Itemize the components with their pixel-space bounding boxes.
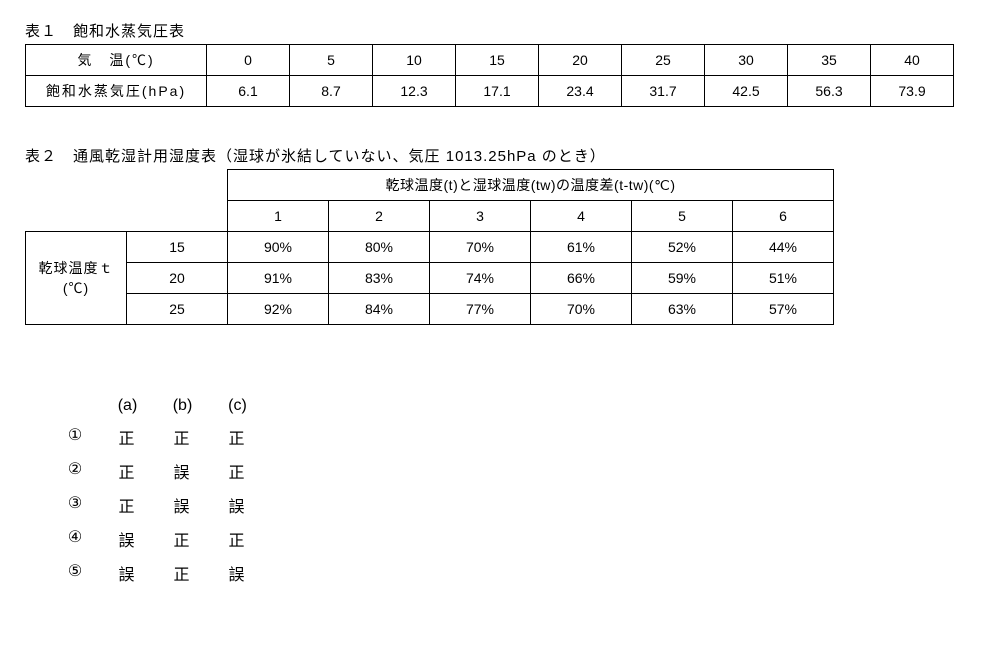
table1-pressure-cell: 8.7: [290, 76, 373, 107]
table2-value-cell: 63%: [632, 294, 733, 325]
table2-value-cell: 59%: [632, 263, 733, 294]
table1-pressure-cell: 73.9: [871, 76, 954, 107]
answers-cell: 正: [210, 459, 265, 483]
table2-temp-cell: 20: [127, 263, 228, 294]
table2-title: 表２ 通風乾湿計用湿度表（湿球が氷結していない、気圧 1013.25hPa のと…: [25, 145, 965, 166]
table2-diff-cell: 2: [329, 201, 430, 232]
answers-cell: 誤: [155, 459, 210, 483]
table2-value-cell: 80%: [329, 232, 430, 263]
table1-temp-cell: 10: [373, 45, 456, 76]
answers-cell: 誤: [100, 561, 155, 585]
answers-cell: 誤: [100, 527, 155, 551]
table1-temp-cell: 25: [622, 45, 705, 76]
table2-temp-cell: 25: [127, 294, 228, 325]
table1-row-label: 飽和水蒸気圧(hPa): [26, 76, 207, 107]
table2-value-cell: 74%: [430, 263, 531, 294]
table-row: 乾球温度ｔ(℃) 15 90% 80% 70% 61% 52% 44%: [26, 232, 834, 263]
answers-index: ⑤: [50, 561, 100, 585]
table1-temp-cell: 5: [290, 45, 373, 76]
table2-diff-header: 乾球温度(t)と湿球温度(tw)の温度差(t-tw)(℃): [228, 170, 834, 201]
table2-diff-cell: 5: [632, 201, 733, 232]
table2-value-cell: 44%: [733, 232, 834, 263]
answers-cell: 正: [210, 527, 265, 551]
answers-index: ③: [50, 493, 100, 517]
answers-index: ②: [50, 459, 100, 483]
table-row: 気 温(℃) 0 5 10 15 20 25 30 35 40: [26, 45, 954, 76]
answers-cell: 誤: [155, 493, 210, 517]
table1: 気 温(℃) 0 5 10 15 20 25 30 35 40 飽和水蒸気圧(h…: [25, 44, 954, 107]
table2-diff-cell: 6: [733, 201, 834, 232]
table1-temp-cell: 0: [207, 45, 290, 76]
table2-value-cell: 77%: [430, 294, 531, 325]
table1-pressure-cell: 23.4: [539, 76, 622, 107]
table-row: 25 92% 84% 77% 70% 63% 57%: [26, 294, 834, 325]
table1-temp-cell: 40: [871, 45, 954, 76]
answers-header: (c): [210, 397, 265, 415]
table1-pressure-cell: 42.5: [705, 76, 788, 107]
table2-value-cell: 91%: [228, 263, 329, 294]
table2: 乾球温度(t)と湿球温度(tw)の温度差(t-tw)(℃) 1 2 3 4 5 …: [25, 169, 834, 325]
answers-cell: 正: [100, 493, 155, 517]
table1-pressure-cell: 6.1: [207, 76, 290, 107]
table2-diff-cell: 3: [430, 201, 531, 232]
table2-diff-cell: 4: [531, 201, 632, 232]
answers-cell: 正: [100, 425, 155, 449]
table2-row-header: 乾球温度ｔ(℃): [26, 232, 127, 325]
table1-title: 表１ 飽和水蒸気圧表: [25, 20, 965, 41]
table1-row-label: 気 温(℃): [26, 45, 207, 76]
answers-cell: 誤: [210, 493, 265, 517]
table2-value-cell: 92%: [228, 294, 329, 325]
table2-value-cell: 51%: [733, 263, 834, 294]
table2-value-cell: 52%: [632, 232, 733, 263]
table1-temp-cell: 35: [788, 45, 871, 76]
answers-header: (b): [155, 397, 210, 415]
answers-grid: (a) (b) (c) ① 正 正 正 ② 正 誤 正 ③ 正 誤 誤 ④ 誤 …: [50, 397, 965, 585]
answers-index: ①: [50, 425, 100, 449]
table2-value-cell: 90%: [228, 232, 329, 263]
table1-pressure-cell: 31.7: [622, 76, 705, 107]
answers-cell: 正: [100, 459, 155, 483]
answers-cell: 誤: [210, 561, 265, 585]
table2-value-cell: 66%: [531, 263, 632, 294]
table-row: 乾球温度(t)と湿球温度(tw)の温度差(t-tw)(℃): [26, 170, 834, 201]
table2-corner: [26, 170, 228, 232]
table2-value-cell: 57%: [733, 294, 834, 325]
table1-temp-cell: 15: [456, 45, 539, 76]
table2-value-cell: 84%: [329, 294, 430, 325]
table2-value-cell: 70%: [531, 294, 632, 325]
table-row: 20 91% 83% 74% 66% 59% 51%: [26, 263, 834, 294]
table2-diff-cell: 1: [228, 201, 329, 232]
table-row: 飽和水蒸気圧(hPa) 6.1 8.7 12.3 17.1 23.4 31.7 …: [26, 76, 954, 107]
table1-pressure-cell: 12.3: [373, 76, 456, 107]
table2-value-cell: 61%: [531, 232, 632, 263]
table2-temp-cell: 15: [127, 232, 228, 263]
answers-header: (a): [100, 397, 155, 415]
answers-index: ④: [50, 527, 100, 551]
table1-temp-cell: 30: [705, 45, 788, 76]
table1-pressure-cell: 56.3: [788, 76, 871, 107]
answers-blank: [50, 397, 100, 415]
table1-temp-cell: 20: [539, 45, 622, 76]
answers-cell: 正: [155, 527, 210, 551]
answers-cell: 正: [155, 561, 210, 585]
answers-cell: 正: [155, 425, 210, 449]
table1-pressure-cell: 17.1: [456, 76, 539, 107]
answers-cell: 正: [210, 425, 265, 449]
table2-value-cell: 70%: [430, 232, 531, 263]
table2-value-cell: 83%: [329, 263, 430, 294]
